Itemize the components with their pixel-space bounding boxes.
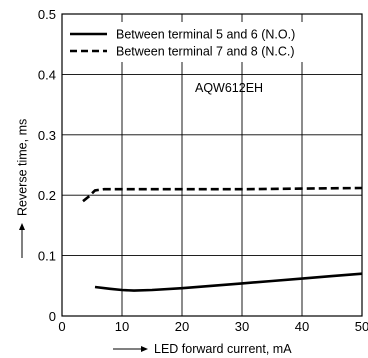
legend-label-0: Between terminal 5 and 6 (N.O.) bbox=[116, 28, 295, 42]
legend-background bbox=[64, 22, 356, 62]
y-tick-labels: 0 0.1 0.2 0.3 0.4 0.5 bbox=[38, 7, 56, 324]
x-axis-label: LED forward current, mA bbox=[154, 342, 292, 356]
x-tick-labels: 0 10 20 30 40 50 bbox=[58, 319, 368, 334]
y-axis-label: Reverse time, ms bbox=[16, 119, 30, 216]
y-tick-label: 0.5 bbox=[38, 7, 56, 22]
x-tick-label: 10 bbox=[115, 319, 129, 334]
chart-annotation: AQW612EH bbox=[195, 81, 263, 95]
x-tick-label: 20 bbox=[175, 319, 189, 334]
grid bbox=[62, 14, 362, 316]
x-tick-label: 30 bbox=[235, 319, 249, 334]
y-axis-title: Reverse time, ms bbox=[16, 119, 30, 258]
y-axis-arrow-head bbox=[19, 223, 25, 230]
legend: Between terminal 5 and 6 (N.O.) Between … bbox=[64, 22, 356, 62]
y-tick-label: 0.3 bbox=[38, 128, 56, 143]
plot-frame bbox=[61, 13, 363, 317]
series-line-1 bbox=[82, 186, 363, 203]
x-tick-label: 50 bbox=[355, 319, 368, 334]
series-line-0 bbox=[94, 272, 363, 292]
x-tick-label: 40 bbox=[295, 319, 309, 334]
x-axis-title: LED forward current, mA bbox=[113, 342, 292, 356]
series-layer bbox=[82, 186, 363, 292]
y-tick-label: 0.2 bbox=[38, 188, 56, 203]
y-tick-label: 0.1 bbox=[38, 249, 56, 264]
x-axis-arrow-head bbox=[141, 346, 148, 352]
x-tick-label: 0 bbox=[58, 319, 65, 334]
y-tick-label: 0 bbox=[49, 309, 56, 324]
legend-label-1: Between terminal 7 and 8 (N.C.) bbox=[116, 45, 295, 59]
y-tick-label: 0.4 bbox=[38, 67, 56, 82]
